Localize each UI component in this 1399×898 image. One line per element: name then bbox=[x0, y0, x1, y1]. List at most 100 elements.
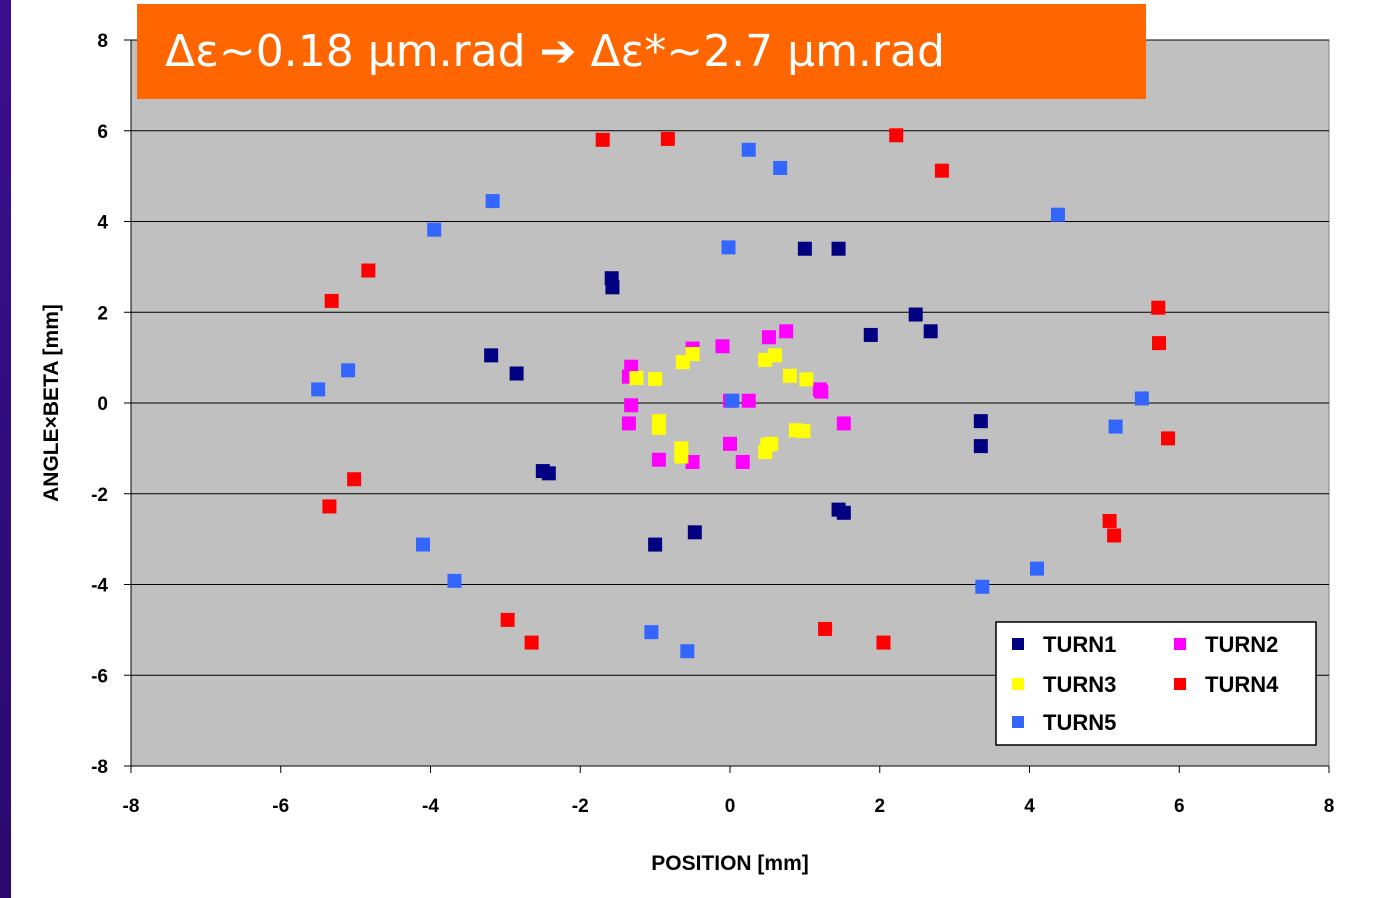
point-turn3 bbox=[796, 424, 811, 439]
x-tick-label: 4 bbox=[1024, 796, 1035, 817]
emittance-banner: Δε~0.18 μm.rad ➔ Δε*~2.7 μm.rad bbox=[137, 4, 1146, 99]
x-axis-title: POSITION [mm] bbox=[651, 852, 809, 875]
point-turn5 bbox=[1134, 391, 1149, 406]
legend-swatch-turn4 bbox=[1174, 678, 1186, 690]
axes: -8 -6 -4 -2 0 2 4 6 8 -8 -6 -4 -2 0 2 4 6 8 bbox=[91, 31, 1334, 817]
point-turn4 bbox=[1107, 528, 1122, 543]
point-turn2 bbox=[741, 393, 756, 408]
point-turn5 bbox=[341, 363, 356, 378]
point-turn3 bbox=[674, 449, 689, 464]
point-turn4 bbox=[1161, 431, 1176, 446]
point-turn5 bbox=[427, 222, 442, 237]
legend-swatch-turn1 bbox=[1012, 638, 1024, 650]
point-turn5 bbox=[975, 579, 990, 594]
slide-left-bar bbox=[0, 0, 11, 898]
x-tick-label: 6 bbox=[1174, 796, 1185, 817]
point-turn4 bbox=[524, 635, 539, 650]
point-turn1 bbox=[484, 348, 499, 363]
point-turn2 bbox=[685, 454, 700, 469]
y-axis-title: ANGLE×BETA [mm] bbox=[40, 304, 63, 502]
y-tick-label: -8 bbox=[91, 757, 108, 778]
legend-swatch-turn5 bbox=[1012, 716, 1024, 728]
point-turn5 bbox=[773, 160, 788, 175]
x-tick-label: -6 bbox=[272, 796, 289, 817]
point-turn2 bbox=[723, 436, 737, 451]
point-turn2 bbox=[715, 339, 730, 354]
point-turn2 bbox=[814, 384, 829, 399]
point-turn4 bbox=[934, 163, 949, 178]
point-turn5 bbox=[1029, 561, 1044, 576]
legend-label-turn2: TURN2 bbox=[1205, 632, 1278, 657]
point-turn1 bbox=[973, 414, 988, 429]
x-tick-label: -8 bbox=[123, 796, 140, 817]
y-tick-label: 6 bbox=[97, 122, 108, 143]
point-turn2 bbox=[651, 452, 666, 467]
point-turn4 bbox=[818, 621, 833, 636]
point-turn2 bbox=[621, 416, 636, 431]
point-turn4 bbox=[1151, 300, 1166, 315]
point-turn5 bbox=[416, 537, 431, 552]
point-turn2 bbox=[624, 398, 639, 413]
point-turn4 bbox=[1152, 336, 1167, 351]
point-turn5 bbox=[680, 644, 695, 659]
y-tick-label: -6 bbox=[91, 666, 108, 687]
y-tick-label: 0 bbox=[97, 394, 108, 415]
point-turn2 bbox=[735, 454, 750, 469]
point-turn1 bbox=[797, 241, 812, 256]
point-turn2 bbox=[836, 416, 851, 431]
point-turn1 bbox=[863, 327, 878, 342]
point-turn3 bbox=[758, 352, 773, 367]
legend-label-turn3: TURN3 bbox=[1043, 672, 1116, 697]
point-turn5 bbox=[485, 194, 500, 209]
y-tick-label: 2 bbox=[97, 303, 108, 324]
legend-label-turn1: TURN1 bbox=[1043, 632, 1116, 657]
point-turn1 bbox=[923, 324, 938, 339]
x-tick-label: 0 bbox=[725, 796, 736, 817]
point-turn5 bbox=[644, 625, 659, 640]
point-turn3 bbox=[782, 368, 797, 383]
point-turn4 bbox=[595, 132, 610, 147]
point-turn4 bbox=[361, 263, 376, 278]
point-turn4 bbox=[660, 131, 675, 146]
point-turn1 bbox=[973, 439, 988, 454]
y-tick-label: 8 bbox=[97, 31, 108, 52]
point-turn3 bbox=[629, 371, 644, 386]
x-tick-label: -4 bbox=[422, 796, 439, 817]
x-tick-label: -2 bbox=[572, 796, 589, 817]
point-turn1 bbox=[648, 537, 663, 552]
point-turn4 bbox=[324, 293, 339, 308]
point-turn1 bbox=[908, 307, 923, 322]
data-points bbox=[311, 128, 1176, 659]
y-tick-label: -4 bbox=[91, 576, 108, 597]
point-turn4 bbox=[1102, 513, 1117, 528]
point-turn1 bbox=[687, 525, 702, 540]
point-turn1 bbox=[541, 466, 556, 481]
legend-swatch-turn3 bbox=[1012, 678, 1024, 690]
point-turn3 bbox=[799, 372, 814, 387]
point-turn2 bbox=[779, 324, 794, 339]
point-turn5 bbox=[447, 573, 462, 588]
point-turn3 bbox=[648, 371, 663, 386]
legend-box bbox=[995, 621, 1317, 746]
point-turn5 bbox=[721, 240, 736, 255]
point-turn5 bbox=[1050, 207, 1065, 222]
legend-swatch-turn2 bbox=[1174, 638, 1186, 650]
point-turn4 bbox=[889, 128, 904, 143]
y-tick-label: 4 bbox=[97, 213, 108, 234]
y-tick-label: -2 bbox=[91, 485, 108, 506]
point-turn3 bbox=[651, 420, 666, 435]
point-turn3 bbox=[675, 355, 690, 370]
point-turn2 bbox=[761, 330, 776, 345]
point-turn3 bbox=[758, 445, 773, 460]
legend-label-turn4: TURN4 bbox=[1205, 672, 1279, 697]
point-turn1 bbox=[831, 241, 846, 256]
point-turn4 bbox=[500, 612, 515, 627]
point-turn4 bbox=[322, 499, 337, 514]
point-turn1 bbox=[509, 366, 524, 381]
x-tick-label: 8 bbox=[1324, 796, 1335, 817]
point-turn1 bbox=[605, 280, 620, 295]
x-tick-label: 2 bbox=[874, 796, 885, 817]
legend-label-turn5: TURN5 bbox=[1043, 710, 1116, 735]
